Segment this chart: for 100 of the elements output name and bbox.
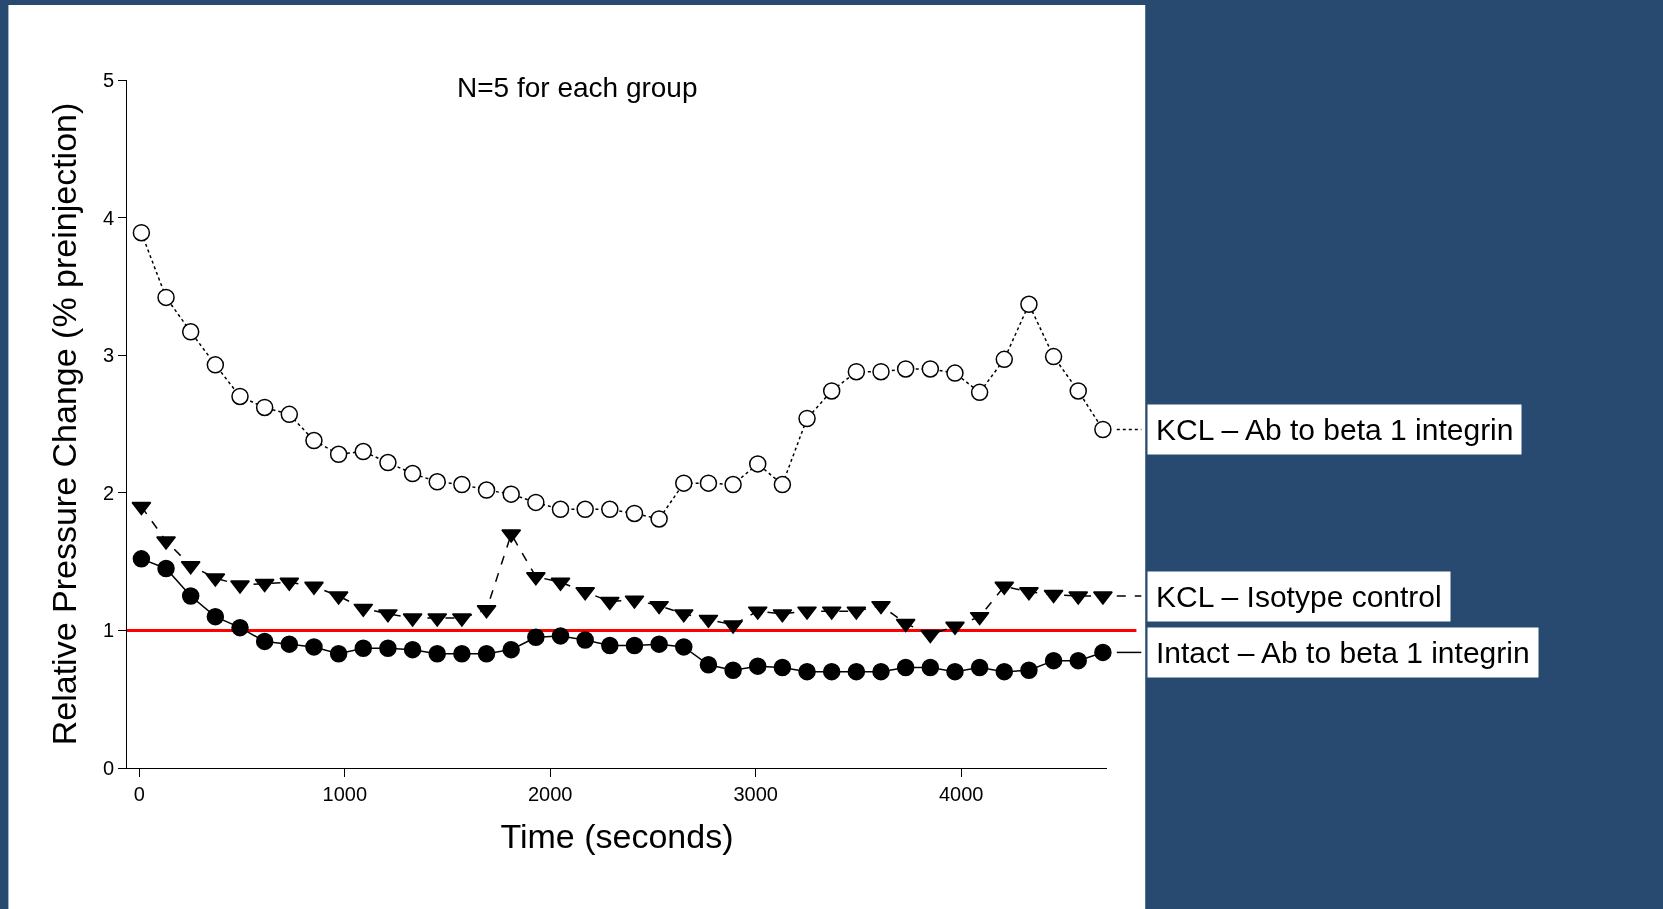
point: [280, 405, 299, 424]
point: [970, 383, 989, 402]
point: [748, 657, 767, 675]
legend-label: KCL – Ab to beta 1 integrin: [1156, 413, 1514, 446]
point: [872, 362, 890, 381]
y-tick-label: 3: [102, 344, 114, 367]
point: [994, 581, 1015, 596]
point: [946, 662, 964, 681]
point: [601, 636, 619, 655]
point: [354, 639, 373, 658]
point: [871, 600, 891, 615]
point: [724, 475, 742, 494]
y-axis-title: Relative Pressure Change (% preinjection): [45, 102, 84, 746]
point: [946, 364, 964, 382]
point: [254, 578, 275, 593]
point: [773, 658, 792, 677]
point: [625, 636, 644, 655]
point: [724, 661, 742, 680]
point: [1020, 661, 1038, 680]
point: [181, 587, 200, 605]
x-tick-label: 4000: [938, 783, 984, 805]
point: [920, 629, 941, 644]
point: [551, 500, 570, 519]
point: [379, 639, 397, 658]
point: [847, 662, 866, 681]
point: [132, 550, 151, 568]
point: [675, 474, 693, 492]
point: [1069, 651, 1087, 670]
point: [428, 473, 446, 491]
point: [970, 658, 989, 677]
point: [305, 638, 323, 656]
point: [231, 387, 249, 406]
point: [1043, 589, 1064, 604]
point: [157, 288, 175, 307]
point: [280, 635, 299, 653]
point: [231, 618, 249, 637]
point: [255, 398, 274, 417]
point: [379, 453, 397, 472]
point: [601, 500, 619, 519]
point: [650, 510, 668, 528]
point: [921, 658, 940, 677]
point: [403, 640, 422, 659]
y-tick-label: 4: [102, 206, 114, 229]
point: [353, 603, 374, 618]
point: [477, 481, 496, 499]
point: [896, 658, 915, 677]
point: [131, 501, 152, 516]
point: [1094, 643, 1112, 662]
y-tick-label: 5: [102, 69, 114, 91]
point: [428, 645, 446, 663]
point: [1069, 382, 1087, 400]
point: [551, 627, 570, 645]
point: [921, 360, 940, 378]
point: [453, 645, 471, 663]
point: [896, 360, 915, 378]
x-tick-label: 3000: [733, 783, 778, 805]
point: [527, 628, 545, 647]
point: [995, 350, 1014, 369]
point: [303, 581, 324, 596]
point: [675, 638, 693, 656]
x-axis-title: Time (seconds): [500, 817, 734, 856]
point: [649, 600, 670, 615]
y-tick-label: 0: [102, 757, 114, 779]
point: [329, 445, 348, 464]
annotation: N=5 for each group: [457, 72, 698, 103]
point: [181, 323, 200, 341]
point: [157, 559, 175, 578]
legend-label: Intact – Ab to beta 1 integrin: [1156, 636, 1530, 669]
point: [206, 356, 225, 374]
legend-label: KCL – Isotype control: [1156, 580, 1442, 613]
point: [872, 662, 890, 681]
point: [995, 662, 1014, 681]
x-tick-label: 2000: [527, 783, 573, 805]
point: [699, 474, 718, 492]
point: [527, 493, 545, 512]
point: [132, 223, 151, 242]
point: [230, 580, 250, 594]
point: [1044, 347, 1063, 366]
point: [822, 662, 841, 681]
point: [748, 455, 767, 473]
y-tick-label: 1: [102, 619, 114, 642]
point: [206, 607, 225, 626]
x-tick-label: 0: [133, 783, 145, 805]
x-tick-label: 1000: [322, 783, 368, 805]
point: [944, 621, 965, 636]
point: [699, 656, 718, 674]
point: [403, 464, 422, 483]
point: [847, 362, 866, 381]
point: [453, 475, 471, 494]
point: [798, 409, 816, 428]
point: [329, 645, 348, 663]
point: [599, 596, 620, 611]
point: [180, 560, 201, 575]
point: [502, 485, 520, 503]
point: [895, 618, 916, 633]
point: [525, 571, 546, 586]
point: [255, 632, 274, 651]
point: [305, 431, 323, 450]
point: [650, 635, 668, 653]
point: [502, 640, 520, 659]
